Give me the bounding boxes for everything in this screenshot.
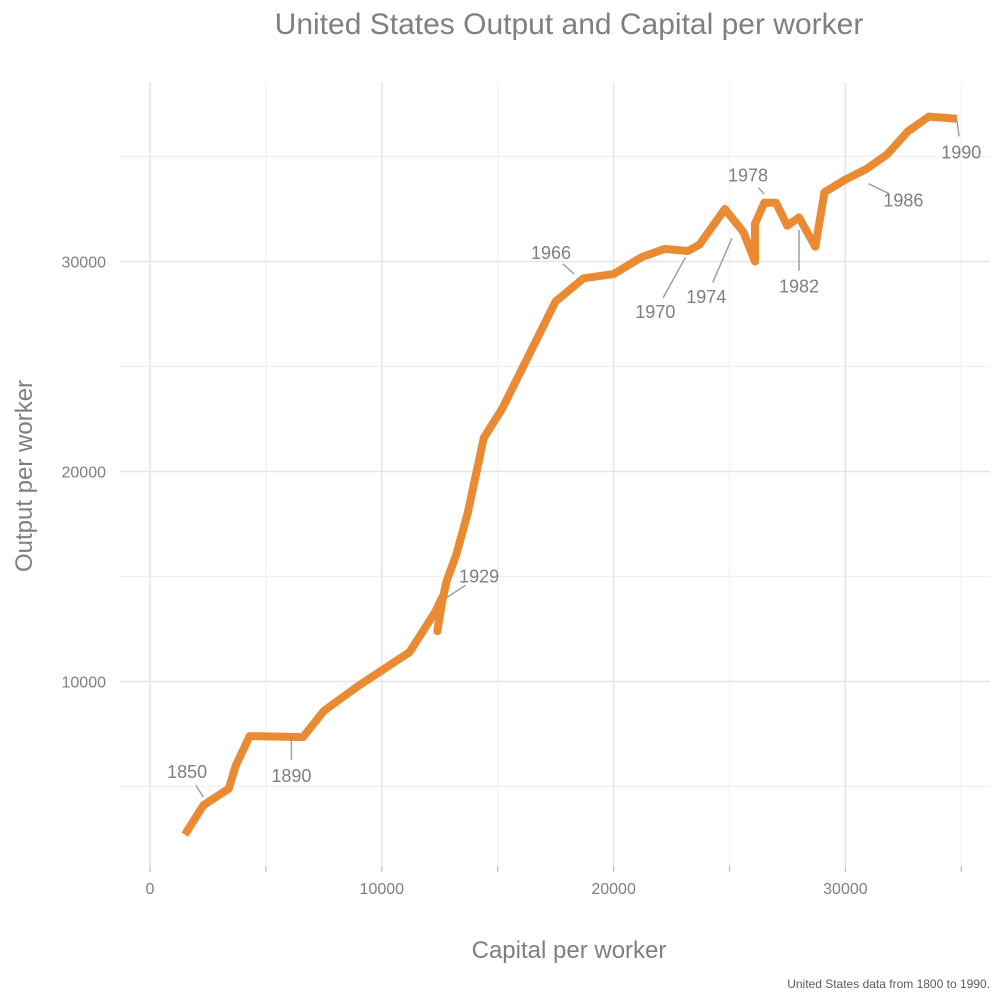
annotation-1966: 1966 bbox=[531, 243, 571, 263]
annotation-leader-1850 bbox=[195, 784, 204, 798]
y-tick-label: 10000 bbox=[62, 675, 107, 692]
annotation-1974: 1974 bbox=[686, 287, 726, 307]
x-tick-label: 10000 bbox=[360, 881, 405, 898]
annotation-1986: 1986 bbox=[883, 191, 923, 211]
annotation-1890: 1890 bbox=[271, 766, 311, 786]
x-tick-label: 20000 bbox=[591, 881, 636, 898]
x-axis-title: Capital per worker bbox=[472, 937, 667, 964]
data-series bbox=[181, 112, 958, 837]
output-capital-line bbox=[181, 112, 958, 837]
annotation-leader-1929 bbox=[446, 584, 467, 599]
annotation-1990: 1990 bbox=[941, 142, 981, 162]
year-annotations: 1850 1890 1929 1966 1970 1974 1978 1982 1986 1990 bbox=[167, 118, 981, 798]
chart-caption: United States data from 1800 to 1990. bbox=[787, 977, 990, 991]
annotation-1982: 1982 bbox=[779, 277, 819, 297]
annotation-leader-1966 bbox=[562, 263, 575, 275]
axis-ticks: 0 10000 20000 30000 10000 20000 30000 bbox=[62, 255, 962, 898]
annotation-leader-1990 bbox=[955, 118, 960, 137]
annotation-leader-1970 bbox=[662, 256, 687, 299]
chart-title: United States Output and Capital per wor… bbox=[275, 8, 864, 41]
annotation-1978: 1978 bbox=[728, 165, 768, 185]
y-tick-label: 20000 bbox=[62, 465, 107, 482]
grid-lines bbox=[120, 82, 990, 866]
annotation-1850: 1850 bbox=[167, 762, 207, 782]
annotation-leader-1974 bbox=[712, 238, 733, 283]
y-tick-label: 30000 bbox=[62, 255, 107, 272]
annotation-1929: 1929 bbox=[459, 567, 499, 587]
annotation-1970: 1970 bbox=[635, 302, 675, 322]
x-tick-label: 30000 bbox=[823, 881, 868, 898]
x-tick-label: 0 bbox=[146, 881, 155, 898]
y-axis-title: Output per worker bbox=[11, 380, 38, 572]
annotation-leader-1986 bbox=[868, 183, 890, 195]
annotation-leader-1978 bbox=[757, 187, 765, 195]
